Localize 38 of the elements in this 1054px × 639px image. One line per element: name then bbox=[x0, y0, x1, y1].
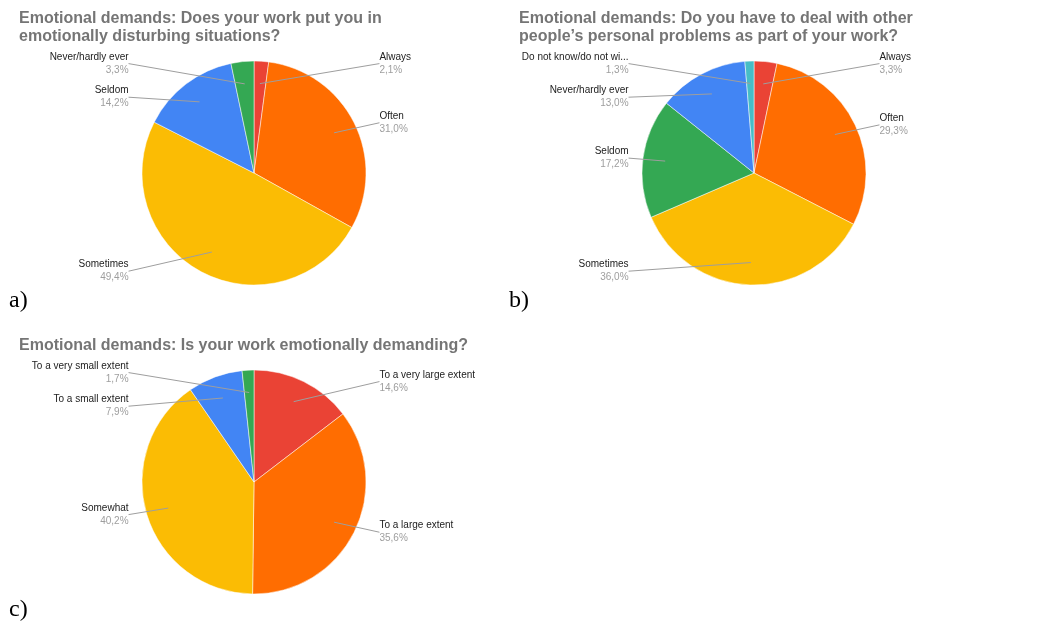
data-label: 36,0% bbox=[600, 271, 629, 283]
data-label: 2,1% bbox=[379, 63, 403, 75]
text: c) bbox=[9, 595, 28, 621]
data-label: 40,2% bbox=[100, 514, 129, 526]
data-label: 35,6% bbox=[379, 532, 408, 544]
data-label: 17,2% bbox=[600, 158, 629, 170]
chart-title: Emotional demands: Does your work put you in emotionally disturbing situations? bbox=[19, 8, 382, 44]
slice-label: To a large extent bbox=[379, 519, 454, 531]
data-label: 31,0% bbox=[379, 122, 408, 134]
data-label: 29,3% bbox=[879, 124, 908, 136]
data-label: 49,4% bbox=[100, 271, 129, 283]
data-label: 3,3% bbox=[105, 63, 129, 75]
slice-label: Often bbox=[379, 109, 404, 121]
slice-label: Never/hardly ever bbox=[549, 84, 630, 96]
data-label: 3,3% bbox=[879, 63, 903, 75]
slice-label: Sometimes bbox=[578, 258, 629, 270]
slice-label: Do not know/do not wi... bbox=[521, 50, 629, 62]
slice-label: To a small extent bbox=[53, 393, 129, 405]
data-label: 14,2% bbox=[100, 97, 129, 109]
slice-label: Always bbox=[879, 50, 912, 62]
chart-title: Emotional demands: Do you have to deal with other people’s personal problems as part of your work? bbox=[519, 8, 913, 44]
chart-title: Emotional demands: Is your work emotionally demanding? bbox=[19, 335, 468, 353]
slice-label: To a very large extent bbox=[379, 368, 476, 380]
slice-label: Often bbox=[879, 111, 904, 123]
text: a) bbox=[9, 286, 28, 312]
data-label: 1,3% bbox=[605, 63, 629, 75]
data-label: 7,9% bbox=[105, 406, 129, 418]
data-label: 14,6% bbox=[379, 381, 408, 393]
slice-label: Somewhat bbox=[81, 501, 129, 513]
data-label: 1,7% bbox=[105, 372, 129, 384]
slice-label: Never/hardly ever bbox=[49, 50, 130, 62]
slice-label: To a very small extent bbox=[31, 359, 129, 371]
text: b) bbox=[509, 286, 529, 312]
slice-label: Sometimes bbox=[78, 258, 129, 270]
slice-label: Always bbox=[379, 50, 412, 62]
data-label: 13,0% bbox=[600, 97, 629, 109]
slice-label: Seldom bbox=[594, 145, 629, 157]
slice-label: Seldom bbox=[94, 84, 129, 96]
